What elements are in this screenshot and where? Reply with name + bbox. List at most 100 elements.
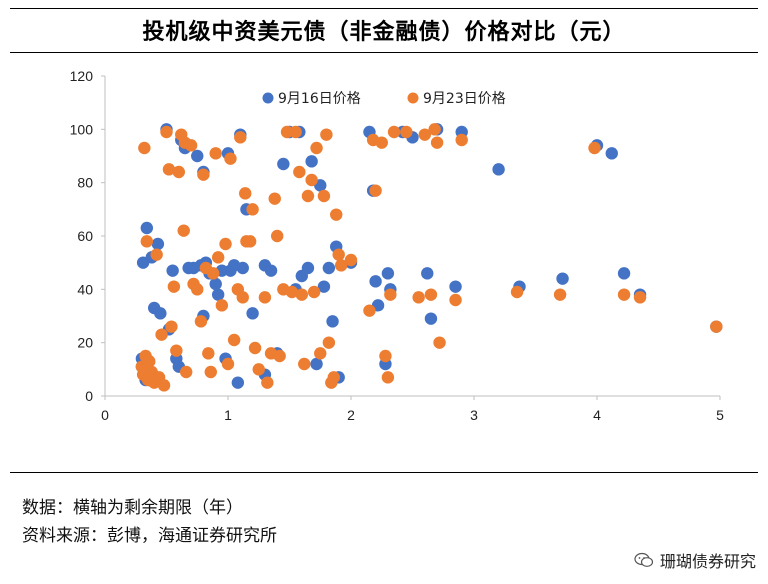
data-point-sep16 bbox=[617, 267, 631, 280]
data-point-sep23 bbox=[289, 125, 302, 139]
data-point-sep23 bbox=[261, 376, 274, 389]
data-point-sep16 bbox=[421, 267, 434, 280]
data-point-sep23 bbox=[194, 315, 208, 328]
data-point-sep23 bbox=[633, 291, 647, 304]
data-point-sep16 bbox=[231, 376, 245, 389]
x-tick-label: 5 bbox=[716, 407, 724, 423]
data-point-sep23 bbox=[298, 357, 311, 371]
data-point-sep23 bbox=[295, 288, 308, 301]
data-point-sep23 bbox=[271, 229, 284, 243]
data-point-sep23 bbox=[170, 344, 183, 357]
data-point-sep23 bbox=[258, 291, 272, 304]
data-point-sep16 bbox=[236, 261, 249, 275]
legend-label-sep16: 9月16日价格 bbox=[278, 91, 361, 107]
data-point-sep23 bbox=[588, 141, 601, 155]
wechat-icon bbox=[634, 552, 654, 567]
data-point-sep23 bbox=[246, 203, 259, 216]
data-point-sep23 bbox=[172, 165, 185, 179]
data-point-sep23 bbox=[150, 248, 163, 261]
data-point-sep16 bbox=[191, 149, 204, 163]
data-point-sep23 bbox=[363, 304, 376, 317]
y-tick-label: 120 bbox=[70, 68, 94, 84]
data-point-sep23 bbox=[449, 293, 462, 307]
data-point-sep23 bbox=[191, 283, 204, 296]
y-tick-label: 100 bbox=[70, 121, 94, 137]
data-point-sep23 bbox=[433, 336, 446, 349]
data-point-sep23 bbox=[219, 237, 232, 251]
bottom-rule bbox=[10, 472, 758, 473]
x-tick-label: 2 bbox=[347, 407, 355, 423]
y-tick-label: 20 bbox=[77, 335, 93, 351]
data-point-sep16 bbox=[166, 264, 179, 277]
data-point-sep23 bbox=[510, 285, 524, 299]
data-point-sep16 bbox=[322, 261, 336, 275]
data-point-sep23 bbox=[334, 259, 348, 272]
data-point-sep16 bbox=[492, 163, 505, 176]
data-point-sep16 bbox=[209, 277, 222, 291]
data-point-sep23 bbox=[280, 125, 294, 139]
data-point-sep23 bbox=[384, 288, 397, 301]
data-point-sep23 bbox=[243, 235, 257, 248]
data-point-sep23 bbox=[369, 184, 382, 197]
scatter-chart: 0 20 40 60 80 100 120 0 1 2 3 4 5 9月16日价格 9月23日价格 bbox=[70, 68, 724, 423]
data-point-sep23 bbox=[215, 299, 229, 312]
y-tick-label: 0 bbox=[85, 388, 93, 404]
data-point-sep23 bbox=[197, 168, 210, 181]
legend-marker-sep16 bbox=[262, 92, 274, 104]
data-point-sep23 bbox=[211, 251, 225, 264]
data-point-sep23 bbox=[424, 288, 438, 301]
x-tick-label: 1 bbox=[224, 407, 232, 423]
data-point-sep23 bbox=[400, 125, 413, 139]
data-point-sep23 bbox=[379, 349, 392, 363]
data-point-sep23 bbox=[285, 285, 299, 299]
data-point-sep23 bbox=[307, 285, 321, 299]
data-point-sep23 bbox=[293, 165, 306, 179]
data-point-sep23 bbox=[204, 365, 217, 379]
data-point-sep23 bbox=[381, 371, 395, 384]
data-point-sep23 bbox=[236, 291, 249, 304]
data-point-sep23 bbox=[221, 357, 235, 371]
title-rule bbox=[10, 52, 758, 53]
data-point-sep16 bbox=[211, 288, 225, 301]
data-point-sep16 bbox=[369, 275, 382, 288]
data-point-sep23 bbox=[207, 267, 220, 280]
data-point-sep23 bbox=[455, 133, 468, 147]
data-point-sep23 bbox=[330, 208, 343, 221]
data-point-sep16 bbox=[305, 155, 318, 168]
data-point-sep23 bbox=[301, 189, 315, 203]
data-point-sep23 bbox=[418, 128, 431, 141]
note-source: 资料来源：彭博，海通证券研究所 bbox=[22, 526, 277, 546]
chart-title: 投机级中资美元债（非金融债）价格对比（元） bbox=[142, 20, 626, 45]
data-point-sep16 bbox=[151, 237, 165, 251]
watermark-text: 珊瑚债券研究 bbox=[659, 552, 756, 571]
legend-label-sep23: 9月23日价格 bbox=[423, 91, 506, 107]
legend-marker-sep23 bbox=[407, 92, 419, 104]
data-point-sep16 bbox=[310, 357, 323, 371]
data-point-sep23 bbox=[224, 152, 237, 165]
data-point-sep23 bbox=[140, 235, 154, 248]
data-point-sep23 bbox=[553, 288, 567, 301]
data-point-sep23 bbox=[143, 355, 156, 368]
data-point-sep16 bbox=[154, 307, 167, 320]
x-tick-label: 4 bbox=[593, 407, 601, 423]
data-point-sep23 bbox=[202, 347, 215, 360]
data-point-sep23 bbox=[268, 192, 281, 205]
data-point-sep23 bbox=[317, 189, 331, 203]
data-point-sep23 bbox=[375, 136, 388, 149]
data-point-sep23 bbox=[310, 141, 323, 155]
data-point-sep23 bbox=[157, 379, 171, 392]
top-rule bbox=[10, 8, 758, 9]
data-point-sep16 bbox=[381, 267, 395, 280]
data-point-sep23 bbox=[177, 224, 190, 237]
y-tick-label: 60 bbox=[77, 228, 93, 244]
data-point-sep23 bbox=[320, 128, 333, 141]
data-point-sep23 bbox=[248, 341, 262, 355]
data-point-sep23 bbox=[314, 347, 327, 360]
data-point-sep23 bbox=[322, 336, 336, 349]
data-point-sep23 bbox=[184, 139, 198, 152]
data-point-sep23 bbox=[252, 363, 265, 376]
data-point-sep23 bbox=[387, 125, 401, 139]
data-point-sep16 bbox=[424, 312, 438, 325]
x-tick-label: 3 bbox=[470, 407, 478, 423]
data-point-sep23 bbox=[273, 349, 286, 363]
